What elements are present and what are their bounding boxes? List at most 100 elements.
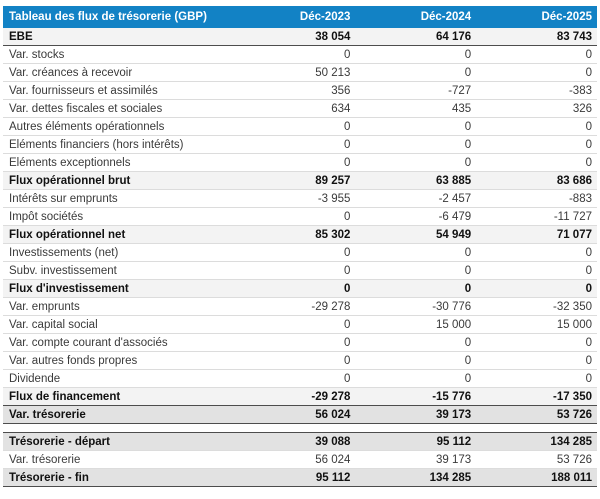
cell-value: 0: [355, 64, 477, 82]
cell-value: 39 173: [355, 451, 477, 469]
column-header-dec-2024: Déc-2024: [355, 6, 477, 28]
table-row: Flux de financement -29 278 -15 776 -17 350: [3, 388, 597, 406]
table-row: Eléments financiers (hors intérêts) 0 0 0: [3, 136, 597, 154]
spacer-cell: [3, 424, 597, 433]
cell-value: 0: [476, 352, 597, 370]
cell-value: 134 285: [355, 469, 477, 487]
cell-value: 0: [355, 262, 477, 280]
row-label: Flux opérationnel brut: [3, 172, 235, 190]
cell-value: 95 112: [234, 469, 356, 487]
cell-value: 0: [355, 244, 477, 262]
cell-value: 15 000: [476, 316, 597, 334]
cell-value: 0: [355, 46, 477, 64]
cell-value: 0: [476, 280, 597, 298]
table-row: Flux opérationnel brut 89 257 63 885 83 686: [3, 172, 597, 190]
table-row: Var. trésorerie 56 024 39 173 53 726: [3, 451, 597, 469]
cell-value: 0: [476, 244, 597, 262]
cell-value: 95 112: [355, 433, 477, 451]
cell-value: 0: [234, 208, 356, 226]
cell-value: 0: [234, 244, 356, 262]
cell-value: 39 173: [355, 406, 477, 424]
cell-value: 0: [234, 154, 356, 172]
row-label: Autres éléments opérationnels: [3, 118, 235, 136]
spacer-row: [3, 424, 597, 433]
table-body: EBE 38 054 64 176 83 743 Var. stocks 0 0 0 Var. …: [3, 28, 597, 487]
table-row: Var. autres fonds propres 0 0 0: [3, 352, 597, 370]
table-row: Dividende 0 0 0: [3, 370, 597, 388]
column-header-dec-2025: Déc-2025: [476, 6, 597, 28]
cell-value: 38 054: [234, 28, 356, 46]
table-row: Impôt sociétés 0 -6 479 -11 727: [3, 208, 597, 226]
cell-value: -727: [355, 82, 477, 100]
cell-value: 15 000: [355, 316, 477, 334]
row-label: Flux opérationnel net: [3, 226, 235, 244]
table-row: Var. capital social 0 15 000 15 000: [3, 316, 597, 334]
cell-value: -3 955: [234, 190, 356, 208]
cell-value: 53 726: [476, 406, 597, 424]
column-header-dec-2023: Déc-2023: [234, 6, 356, 28]
cell-value: 0: [476, 136, 597, 154]
table-row: Var. stocks 0 0 0: [3, 46, 597, 64]
table-row: Flux d'investissement 0 0 0: [3, 280, 597, 298]
row-label: Var. trésorerie: [3, 451, 235, 469]
row-label: Trésorerie - fin: [3, 469, 235, 487]
table-header-row: Tableau des flux de trésorerie (GBP) Déc…: [3, 6, 597, 28]
table-row: Var. fournisseurs et assimilés 356 -727 -38…: [3, 82, 597, 100]
row-label: Var. capital social: [3, 316, 235, 334]
row-label: Var. créances à recevoir: [3, 64, 235, 82]
cell-value: 0: [355, 352, 477, 370]
cell-value: 71 077: [476, 226, 597, 244]
cell-value: 0: [234, 280, 356, 298]
cell-value: 85 302: [234, 226, 356, 244]
row-label: Var. autres fonds propres: [3, 352, 235, 370]
table-row: Var. compte courant d'associés 0 0 0: [3, 334, 597, 352]
cell-value: 356: [234, 82, 356, 100]
row-label: Intérêts sur emprunts: [3, 190, 235, 208]
cell-value: 0: [355, 136, 477, 154]
cell-value: 53 726: [476, 451, 597, 469]
cell-value: -15 776: [355, 388, 477, 406]
cell-value: 0: [476, 262, 597, 280]
cell-value: 0: [476, 64, 597, 82]
row-label: Trésorerie - départ: [3, 433, 235, 451]
cell-value: 39 088: [234, 433, 356, 451]
cell-value: 83 686: [476, 172, 597, 190]
row-label: Var. compte courant d'associés: [3, 334, 235, 352]
row-label: Eléments exceptionnels: [3, 154, 235, 172]
table-row: Autres éléments opérationnels 0 0 0: [3, 118, 597, 136]
cell-value: 326: [476, 100, 597, 118]
table-row: Var. emprunts -29 278 -30 776 -32 350: [3, 298, 597, 316]
row-label: Impôt sociétés: [3, 208, 235, 226]
cell-value: -6 479: [355, 208, 477, 226]
cell-value: 0: [355, 118, 477, 136]
cell-value: -17 350: [476, 388, 597, 406]
cell-value: 83 743: [476, 28, 597, 46]
row-label: Var. emprunts: [3, 298, 235, 316]
cell-value: -383: [476, 82, 597, 100]
cell-value: -29 278: [234, 388, 356, 406]
table-row: EBE 38 054 64 176 83 743: [3, 28, 597, 46]
cell-value: 89 257: [234, 172, 356, 190]
cell-value: -32 350: [476, 298, 597, 316]
cell-value: 0: [355, 154, 477, 172]
row-label: Flux d'investissement: [3, 280, 235, 298]
row-label: EBE: [3, 28, 235, 46]
cell-value: 0: [234, 370, 356, 388]
row-label: Var. stocks: [3, 46, 235, 64]
table-row: Intérêts sur emprunts -3 955 -2 457 -883: [3, 190, 597, 208]
cell-value: 54 949: [355, 226, 477, 244]
cell-value: -29 278: [234, 298, 356, 316]
cell-value: 0: [234, 262, 356, 280]
cell-value: 0: [234, 136, 356, 154]
cell-value: 188 011: [476, 469, 597, 487]
cell-value: -2 457: [355, 190, 477, 208]
row-label: Var. dettes fiscales et sociales: [3, 100, 235, 118]
table-row: Subv. investissement 0 0 0: [3, 262, 597, 280]
cell-value: 134 285: [476, 433, 597, 451]
row-label: Var. fournisseurs et assimilés: [3, 82, 235, 100]
cell-value: 0: [476, 370, 597, 388]
cell-value: -883: [476, 190, 597, 208]
row-label: Subv. investissement: [3, 262, 235, 280]
row-label: Var. trésorerie: [3, 406, 235, 424]
